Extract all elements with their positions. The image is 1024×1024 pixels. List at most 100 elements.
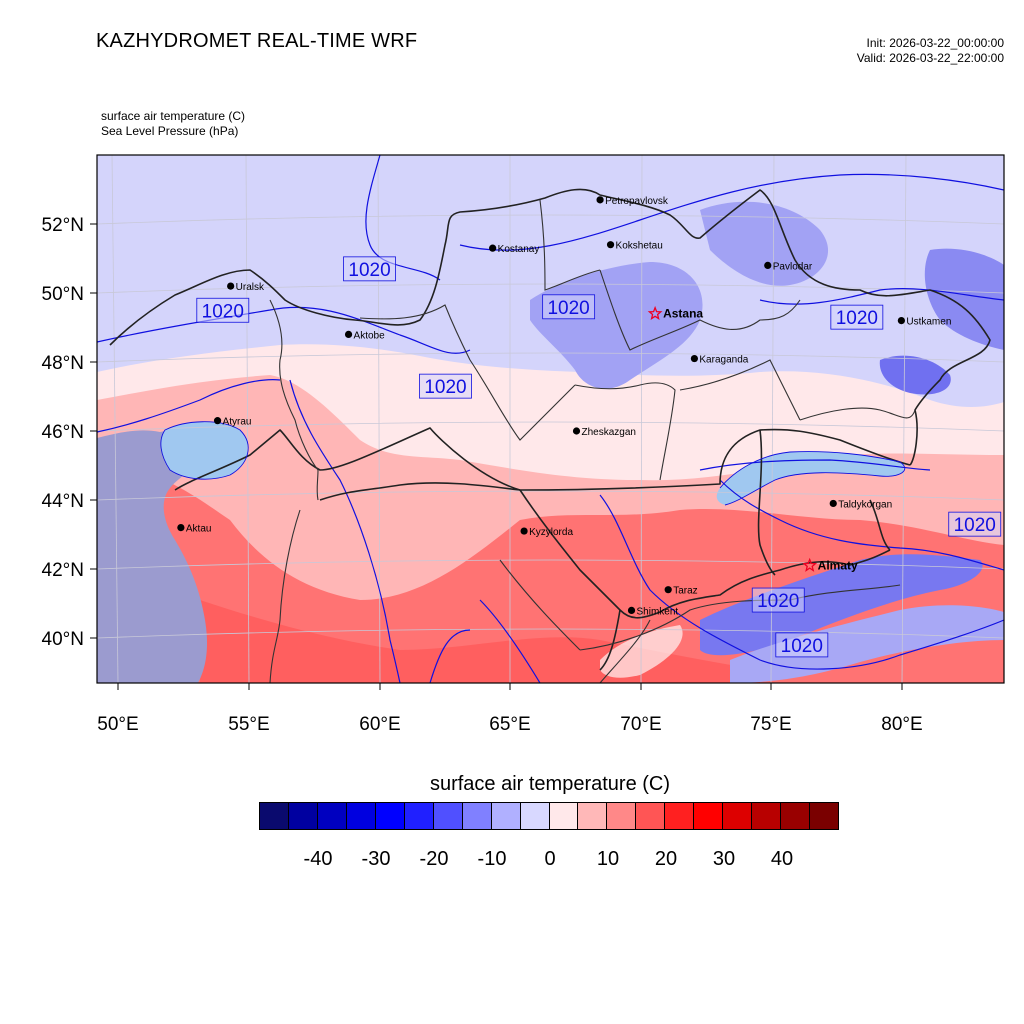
city-label: Aktau <box>186 524 212 535</box>
far-east-cold <box>924 248 1004 350</box>
colorbar-swatch <box>288 803 318 829</box>
colorbar-tick-label: 0 <box>544 848 556 870</box>
isobar-label-text: 1020 <box>202 301 244 322</box>
colorbar-tick-label: 20 <box>654 848 678 870</box>
lon-label: 80°E <box>881 714 922 735</box>
isobar-label-box <box>419 373 472 399</box>
city-label: Ustkamen <box>906 317 951 328</box>
city-dot-icon <box>606 241 615 249</box>
city-label: Astana <box>663 307 703 321</box>
city-label: Atyrau <box>223 417 252 428</box>
colorbar-tick-label: -20 <box>419 848 449 870</box>
isobar-label-text: 1020 <box>348 260 390 281</box>
isobar-label-box <box>830 304 884 330</box>
chart-title: KAZHYDROMET REAL-TIME WRF <box>96 30 418 52</box>
isobar-label: 1020 <box>343 256 396 282</box>
city-dot-icon <box>489 244 497 252</box>
isobar-label-text: 1020 <box>836 308 878 329</box>
lat-label: 40°N <box>42 629 84 650</box>
lat-label: 50°N <box>42 284 84 305</box>
colorbar-swatch <box>752 803 782 829</box>
colorbar-title: surface air temperature (C) <box>429 773 671 795</box>
colorbar-swatch <box>317 803 347 829</box>
capital-star-icon <box>647 305 663 321</box>
city-taraz: Taraz <box>664 586 698 597</box>
colorbar-tick-label: 40 <box>770 848 794 870</box>
colorbar-swatch <box>636 803 666 829</box>
map-frame <box>96 154 1005 684</box>
colorbar-tick-label: -10 <box>477 848 507 870</box>
isobar-label: 1020 <box>830 304 884 330</box>
isobar-label-text: 1020 <box>757 591 799 612</box>
axis-ticks <box>90 223 903 690</box>
city-aktau: Aktau <box>177 524 211 535</box>
city-dot-icon <box>344 330 353 338</box>
colorbar-swatch <box>578 803 608 829</box>
city-zheskazgan: Zheskazgan <box>572 427 636 438</box>
caspian-north-lake <box>160 421 249 480</box>
colorbar-tick-label: -30 <box>361 848 391 870</box>
central-cold-blob <box>530 262 703 389</box>
colorbar-swatch <box>491 803 521 829</box>
city-label: Taraz <box>673 586 697 597</box>
isobar-label: 1020 <box>542 294 596 320</box>
city-dot-icon <box>829 499 837 508</box>
caspian-sea <box>97 428 208 683</box>
colorbar-swatch <box>810 803 839 829</box>
boundaries <box>109 188 991 671</box>
isobar-label: 1020 <box>419 373 472 399</box>
city-taldykorgan: Taldykorgan <box>829 499 892 510</box>
isobar-label-box <box>775 632 829 658</box>
city-dot-icon <box>572 427 581 435</box>
city-label: Karaganda <box>699 355 748 366</box>
city-karaganda: Karaganda <box>690 355 749 366</box>
mountain-cold-2 <box>730 605 1004 683</box>
lake-balkhash <box>716 451 905 505</box>
city-ustkamen: Ustkamen <box>897 317 951 328</box>
run-info: Init: 2026-03-22_00:00:00 Valid: 2026-03… <box>857 36 1004 66</box>
lon-label: 70°E <box>620 714 661 735</box>
lon-label: 60°E <box>359 714 400 735</box>
city-dot-icon <box>664 586 672 594</box>
city-label: Kostanay <box>498 244 540 255</box>
init-time: Init: 2026-03-22_00:00:00 <box>866 36 1004 50</box>
colorbar-swatch <box>781 803 811 829</box>
city-label: Petropavlovsk <box>605 196 669 207</box>
city-atyrau: Atyrau <box>213 417 252 428</box>
city-dot-icon <box>627 606 636 615</box>
city-label: Taldykorgan <box>838 499 892 510</box>
altai-cold <box>879 355 951 395</box>
colorbar-swatch <box>433 803 463 829</box>
colorbar-swatch <box>549 803 579 829</box>
city-aktobe: Aktobe <box>344 330 386 341</box>
variable-pressure: Sea Level Pressure (hPa) <box>101 124 239 138</box>
colorbar-tick-label: 10 <box>596 848 620 870</box>
lat-label: 48°N <box>42 353 84 374</box>
isobar-label-text: 1020 <box>781 636 823 657</box>
mountain-cold-1 <box>700 554 983 656</box>
city-label: Pavlodar <box>773 261 813 272</box>
colorbar-swatch <box>346 803 376 829</box>
colorbar <box>259 802 839 830</box>
longitude-labels: 50°E 55°E 60°E 65°E 70°E 75°E 80°E <box>97 714 922 735</box>
isobar-label-box <box>542 294 596 320</box>
isobar-label: 1020 <box>775 632 829 658</box>
isobar-label-box <box>343 256 396 282</box>
city-shimkent: Shimkent <box>627 606 679 617</box>
city-label: Kokshetau <box>616 241 663 252</box>
colorbar-swatch <box>375 803 405 829</box>
city-label: Shimkent <box>637 606 679 617</box>
lat-label: 44°N <box>42 491 84 512</box>
city-markers: Petropavlovsk Kostanay Kokshetau Pavlodar Ur… <box>177 196 951 617</box>
capital-star-icon <box>802 557 818 572</box>
city-dot-icon <box>596 196 604 204</box>
city-label: Almaty <box>818 559 858 573</box>
isobar-label-box <box>751 587 805 613</box>
colorbar-swatch <box>665 803 695 829</box>
city-kyzylorda: Kyzylorda <box>520 527 573 538</box>
lat-label: 42°N <box>42 560 84 581</box>
city-dot-icon <box>227 282 235 290</box>
city-label: Aktobe <box>354 330 386 341</box>
east-cold-blob <box>700 201 829 286</box>
